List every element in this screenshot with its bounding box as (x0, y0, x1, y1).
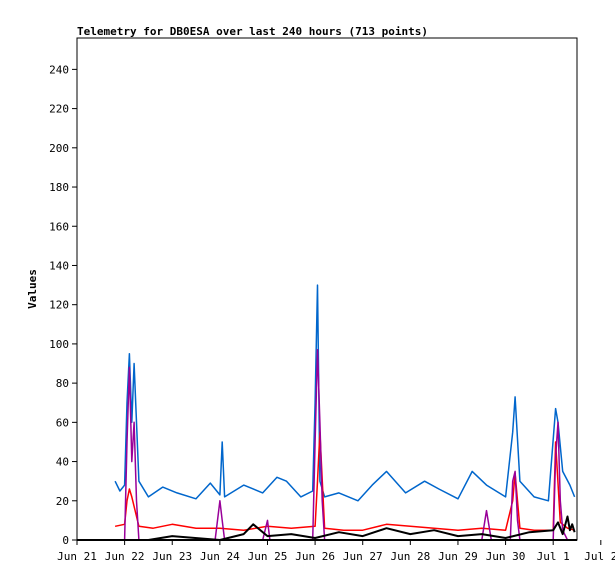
y-tick-label: 60 (56, 416, 69, 429)
x-tick-label: Jul 2 (584, 550, 615, 563)
x-tick-label: Jun 25 (248, 550, 288, 563)
y-tick-label: 160 (49, 220, 69, 233)
plot-frame (76, 37, 578, 541)
series-line-3 (115, 349, 575, 541)
y-tick-label: 20 (56, 495, 69, 508)
y-tick-label: 200 (49, 142, 69, 155)
chart-title: Telemetry for DB0ESA over last 240 hours… (77, 25, 428, 38)
x-tick-label: Jun 29 (438, 550, 478, 563)
x-tick-label: Jun 30 (486, 550, 526, 563)
x-tick-label: Jul 1 (537, 550, 570, 563)
series-line-4 (115, 515, 576, 541)
series-line-1 (114, 284, 576, 502)
y-tick-label: 120 (49, 299, 69, 312)
y-tick-label: 220 (49, 103, 69, 116)
y-tick-label: 80 (56, 377, 69, 390)
y-axis: 0 20 40 60 80 100 120 140 160 180 200 220 240 (49, 63, 77, 547)
y-tick-label: 0 (62, 534, 69, 547)
y-tick-label: 140 (49, 259, 69, 272)
series-line-2 (114, 431, 575, 531)
x-tick-label: Jun 21 (57, 550, 97, 563)
x-tick-label: Jun 26 (295, 550, 335, 563)
y-axis-label: Values (26, 269, 39, 309)
x-tick-label: Jun 28 (390, 550, 430, 563)
y-tick-label: 180 (49, 181, 69, 194)
y-tick-label: 240 (49, 63, 69, 76)
y-tick-label: 40 (56, 456, 69, 469)
y-tick-label: 100 (49, 338, 69, 351)
series-layer (77, 284, 577, 541)
x-tick-label: Jun 22 (105, 550, 145, 563)
x-tick-label: Jun 27 (343, 550, 383, 563)
x-axis: Jun 21 Jun 22 Jun 23 Jun 24 Jun 25 Jun 26 Jun … (57, 540, 615, 563)
x-tick-label: Jun 23 (152, 550, 192, 563)
x-tick-label: Jun 24 (200, 550, 240, 563)
